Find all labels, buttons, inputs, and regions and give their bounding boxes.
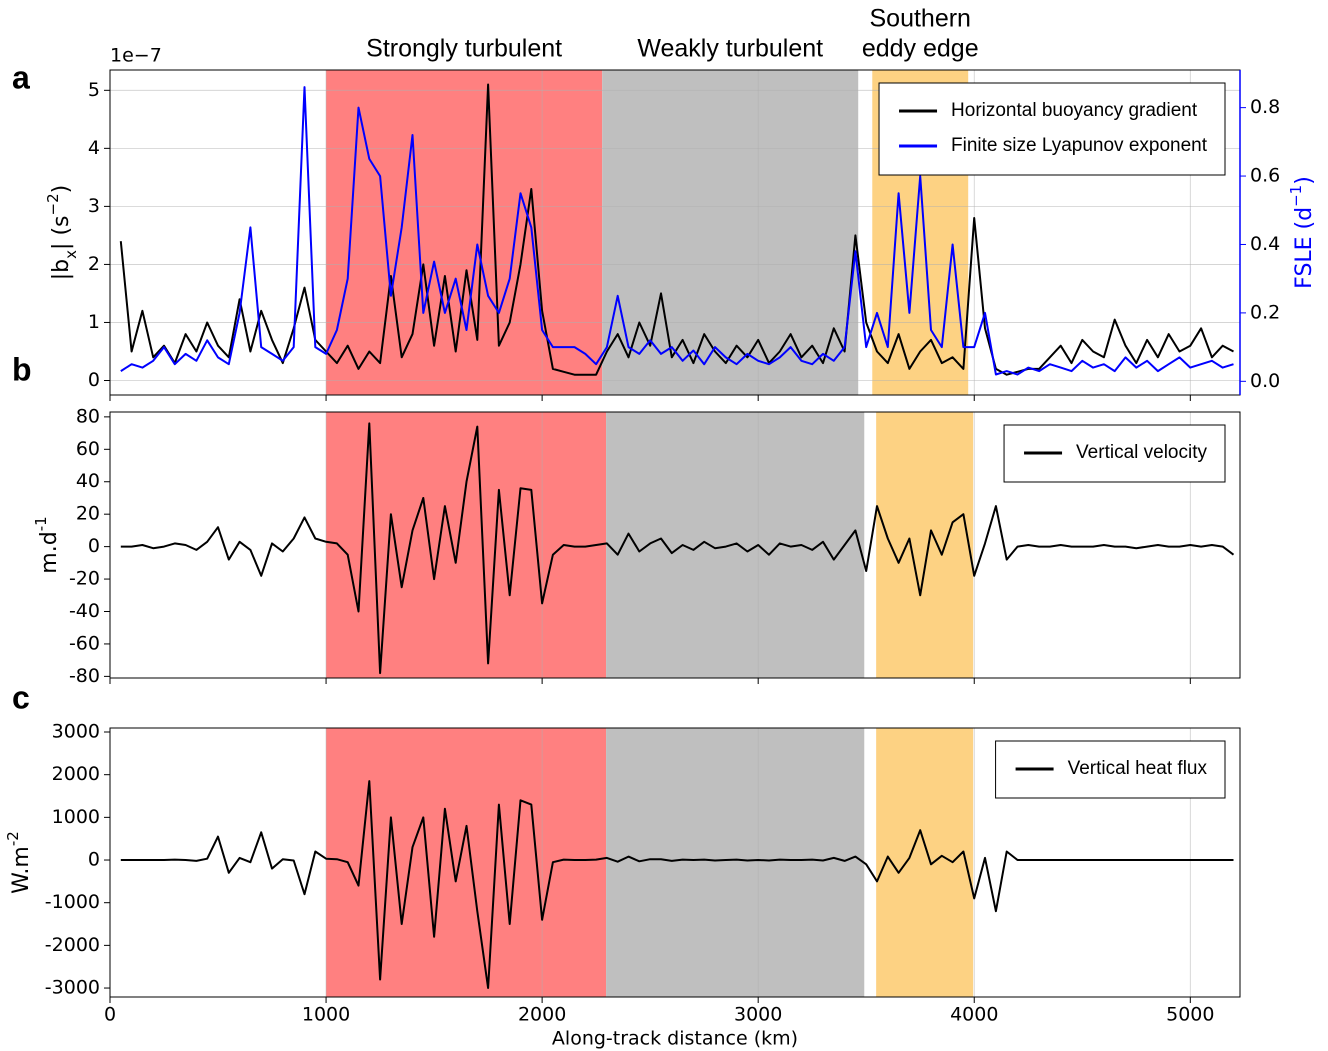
y-tick-label: 0	[88, 369, 100, 391]
panel-label: b	[12, 351, 32, 387]
region-shade	[602, 70, 859, 395]
y-tick-label: -20	[69, 568, 100, 590]
y2-tick-label: 0.8	[1250, 96, 1280, 118]
data-line	[120, 86, 1234, 376]
legend: Vertical velocity	[1003, 424, 1226, 483]
y-tick-label: 1000	[52, 806, 100, 828]
axis-label-part: )	[1292, 176, 1317, 185]
x-tick-label: 5000	[1166, 1004, 1214, 1026]
y-tick-label: 2	[88, 253, 100, 275]
legend-text: Vertical velocity	[1076, 442, 1207, 463]
axis-label-part: FSLE (d	[1292, 207, 1317, 289]
panel-label: a	[12, 59, 30, 95]
region-shade	[876, 412, 974, 678]
y-tick-label: -80	[69, 665, 100, 687]
axis-label: m.d-1	[32, 516, 63, 573]
y-tick-label: 60	[76, 438, 100, 460]
y-tick-label: 2000	[52, 763, 100, 785]
axis-label-part: -2	[4, 831, 22, 846]
region-label: Strongly turbulent	[366, 35, 562, 63]
offset-text: 1e−7	[110, 45, 162, 67]
x-tick-label: 2000	[518, 1004, 566, 1026]
y-tick-label: 20	[76, 503, 100, 525]
region-label: Weakly turbulent	[637, 35, 823, 63]
y-tick-label: 4	[88, 137, 100, 159]
y2-tick-label: 0.4	[1250, 233, 1280, 255]
legend-text: Finite size Lyapunov exponent	[951, 135, 1208, 156]
axis-label-part: |b	[49, 259, 74, 280]
y-tick-label: 80	[76, 405, 100, 427]
y-tick-label: -40	[69, 600, 100, 622]
region-shade	[326, 728, 607, 997]
region-shade	[606, 728, 865, 997]
data-line	[120, 422, 1235, 675]
y-tick-label: -60	[69, 632, 100, 654]
region-label: eddy edge	[862, 35, 979, 63]
y-tick-label: 40	[76, 470, 100, 492]
y-tick-label: 0	[88, 849, 100, 871]
legend-box	[878, 82, 1226, 176]
legend: Vertical heat flux	[995, 740, 1226, 799]
y-tick-label: 3	[88, 195, 100, 217]
axis-label: W.m-2	[4, 831, 35, 894]
data-line	[119, 83, 1234, 376]
x-axis-label: Along-track distance (km)	[552, 1028, 798, 1050]
y2-tick-label: 0.0	[1250, 370, 1280, 392]
panel-label: c	[12, 679, 30, 715]
axis-label-part: W.m	[9, 846, 34, 894]
axis-label: FSLE (d−1)	[1287, 176, 1318, 289]
axis-label-part: x	[62, 250, 80, 259]
axis-label-part: −1	[1287, 185, 1305, 207]
region-shade	[326, 412, 607, 678]
region-label: Southern	[869, 5, 970, 33]
y-tick-label: 1	[88, 311, 100, 333]
y2-tick-label: 0.6	[1250, 165, 1280, 187]
region-shade	[326, 70, 603, 395]
legend: Horizontal buoyancy gradient Finite size …	[878, 82, 1226, 176]
y-tick-label: -1000	[45, 891, 100, 913]
plot-frame	[109, 727, 1241, 998]
axis-label-part: -1	[32, 516, 50, 531]
x-tick-label: 3000	[734, 1004, 782, 1026]
y-tick-label: -2000	[45, 934, 100, 956]
axis-label-part: −2	[44, 193, 62, 215]
legend-text: Vertical heat flux	[1068, 758, 1208, 779]
y-tick-label: -3000	[45, 977, 100, 999]
data-line	[120, 780, 1234, 989]
panel: -3000 -2000 -1000 0 1000 2000 3000 0 1000 2000 300…	[12, 679, 1241, 1050]
x-tick-label: 0	[104, 1004, 116, 1026]
y-tick-label: 0	[88, 535, 100, 557]
legend-text: Horizontal buoyancy gradient	[951, 100, 1198, 121]
axis-label-part: | (s	[49, 215, 74, 249]
panel: 0 1 2 3 4 5 0.0 0.2 0.4 0.6 0.8 1e−7 a Horizontal buo…	[12, 45, 1280, 401]
x-tick-label: 4000	[950, 1004, 998, 1026]
y2-tick-label: 0.2	[1250, 301, 1280, 323]
panel: -80 -60 -40 -20 0 20 40 60 80 b Vertical velocity	[12, 351, 1241, 687]
axis-label: |bx| (s−2)	[44, 185, 80, 280]
y-tick-label: 5	[88, 79, 100, 101]
axis-label-part: )	[49, 185, 74, 194]
plot-frame	[109, 411, 1241, 679]
y-tick-label: 3000	[52, 721, 100, 743]
axis-label-part: m.d	[37, 531, 62, 573]
x-tick-label: 1000	[302, 1004, 350, 1026]
